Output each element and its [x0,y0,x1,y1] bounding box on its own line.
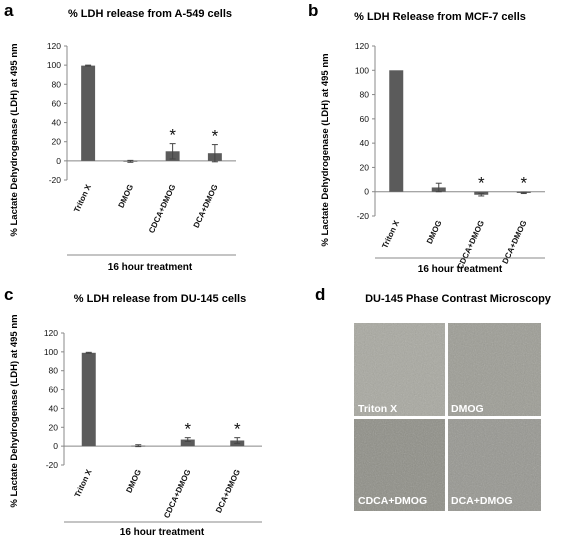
panel-a-significance-cdca-dmog: * [169,126,176,145]
panel-b-category-label-cdca-dmog: CDCA+DMOG [456,219,486,271]
panel-c-y-tick-label: -20 [46,460,59,470]
microscopy-tile-dmog-grain [448,323,541,416]
panel-a-y-axis-label: % Lactate Dehydrogenase (LDH) at 495 nm [9,43,20,236]
panel-c-y-tick-label: 100 [44,347,58,357]
panel-b-chart: -20 0 20 40 60 80 100 120 Triton X DMOG * CDCA+DMOG… [355,41,545,271]
panel-b-x-axis-title: 16 hour treatment [418,264,503,275]
panel-b-significance-cdca-dmog: * [478,174,485,193]
panel-b-letter: b [308,1,318,20]
panel-d-title: DU-145 Phase Contrast Microscopy [365,293,552,305]
panel-b-y-tick-label: 20 [360,162,370,172]
panel-a-y-tick-label: -20 [49,175,62,185]
microscopy-tile-dca-dmog-grain [448,419,541,511]
panel-c-category-label-dmog: DMOG [124,468,143,494]
panel-b-category-label-dmog: DMOG [425,219,444,245]
panel-d-letter: d [315,285,325,304]
panel-b-y-tick-label: 0 [364,187,369,197]
panel-c-y-tick-label: 80 [49,366,59,376]
panel-c-category-label-triton-x: Triton X [73,467,94,498]
panel-a-significance-dca-dmog: * [212,127,219,146]
panel-a-x-axis-title: 16 hour treatment [108,262,193,273]
panel-b-significance-dca-dmog: * [520,174,527,193]
panel-b-y-tick-label: 40 [360,138,370,148]
microscopy-tile-triton-x: Triton X [354,323,445,416]
panel-a-y-tick-label: 20 [52,137,62,147]
panel-a-chart: -20 0 20 40 60 80 100 120 Triton X DMOG * CDCA+DMOG… [47,41,236,235]
panel-b-title: % LDH Release from MCF-7 cells [354,11,526,23]
microscopy-grid: Triton X DMOG CDCA+DMOG DCA+DMOG [354,323,541,511]
panel-a-y-tick-label: 0 [56,156,61,166]
panel-b-y-tick-label: 80 [360,90,370,100]
panel-a-y-tick-label: 60 [52,98,62,108]
microscopy-tile-dca-dmog: DCA+DMOG [448,419,541,511]
microscopy-tile-triton-x-grain [354,323,445,416]
panel-b-category-label-triton-x: Triton X [380,218,401,249]
panel-a-title: % LDH release from A-549 cells [68,8,232,20]
panel-c-bar-cdca-dmog [180,439,195,447]
panel-a-category-label-dca-dmog: DCA+DMOG [192,183,220,229]
panel-c-y-tick-label: 0 [53,441,58,451]
microscopy-tile-cdca-dmog: CDCA+DMOG [354,419,445,511]
panel-a: a % LDH release from A-549 cells % Lacta… [4,1,236,273]
panel-a-y-tick-label: 100 [47,60,61,70]
panel-a-y-tick-label: 120 [47,41,61,51]
panel-a-y-tick-label: 80 [52,79,62,89]
panel-c-y-tick-label: 120 [44,328,58,338]
panel-b-y-tick-label: 120 [355,41,369,51]
panel-b: b % LDH Release from MCF-7 cells % Lacta… [308,1,545,275]
microscopy-tile-dmog: DMOG [448,323,541,416]
panel-a-bar-triton-x [81,65,96,161]
panel-c-significance-dca-dmog: * [234,420,241,439]
panel-b-y-tick-label: 100 [355,65,369,75]
panel-a-category-label-dmog: DMOG [117,183,136,209]
panel-b-y-tick-label: -20 [357,211,370,221]
panel-b-y-axis-label: % Lactate Dehydrogenase (LDH) at 495 nm [320,53,331,246]
panel-a-y-tick-label: 40 [52,118,62,128]
panel-c-significance-cdca-dmog: * [184,420,191,439]
microscopy-tile-dmog-label: DMOG [451,403,484,415]
panel-b-y-tick-label: 60 [360,114,370,124]
panel-c-category-label-cdca-dmog: CDCA+DMOG [162,468,192,520]
panel-a-letter: a [4,1,14,20]
panel-c-category-label-dca-dmog: DCA+DMOG [214,468,242,514]
panel-d: d DU-145 Phase Contrast Microscopy Trito… [315,285,552,511]
panel-c-y-tick-label: 60 [49,385,59,395]
microscopy-tile-cdca-dmog-label: CDCA+DMOG [358,495,427,507]
panel-a-category-label-triton-x: Triton X [72,182,93,213]
panel-c-y-axis-label: % Lactate Dehydrogenase (LDH) at 495 nm [9,314,20,507]
panel-c-letter: c [4,285,13,304]
panel-a-category-label-cdca-dmog: CDCA+DMOG [147,183,177,235]
panel-b-bar-triton-x [389,70,404,192]
panel-c: c % LDH release from DU-145 cells % Lact… [4,285,262,538]
panel-c-y-tick-label: 40 [49,403,59,413]
microscopy-tile-triton-x-label: Triton X [358,403,397,415]
microscopy-tile-cdca-dmog-grain [354,419,445,511]
panel-c-y-tick-label: 20 [49,422,59,432]
panel-c-chart: -20 0 20 40 60 80 100 120 Triton X DMOG * CDCA+DMOG… [44,328,262,520]
panel-c-bar-triton-x [81,352,96,447]
panel-c-title: % LDH release from DU-145 cells [74,293,246,305]
microscopy-tile-dca-dmog-label: DCA+DMOG [451,495,513,507]
panel-c-x-axis-title: 16 hour treatment [120,527,205,538]
